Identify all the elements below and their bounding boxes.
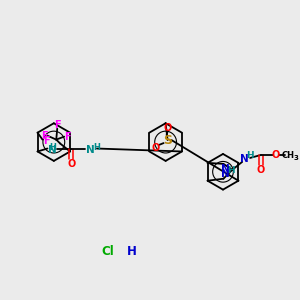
Text: F: F (54, 120, 61, 130)
Text: CH: CH (281, 152, 294, 160)
Text: F: F (43, 136, 50, 146)
Text: O: O (67, 159, 75, 170)
Text: N: N (221, 164, 230, 174)
Text: F: F (41, 130, 48, 141)
Text: N: N (86, 145, 95, 154)
Text: N: N (221, 169, 230, 179)
Text: 3: 3 (293, 155, 298, 161)
Text: N: N (240, 154, 249, 164)
Text: O: O (257, 165, 265, 175)
Text: S: S (163, 134, 172, 147)
Text: N: N (48, 145, 57, 154)
Text: O: O (152, 143, 160, 153)
Text: O: O (164, 123, 172, 133)
Text: O: O (272, 150, 280, 160)
Text: H: H (246, 152, 254, 160)
Text: H: H (49, 143, 56, 152)
Text: H: H (127, 244, 137, 258)
Text: H: H (227, 166, 235, 175)
Text: F: F (64, 132, 70, 142)
Text: H: H (93, 143, 100, 152)
Text: Cl: Cl (102, 244, 115, 258)
